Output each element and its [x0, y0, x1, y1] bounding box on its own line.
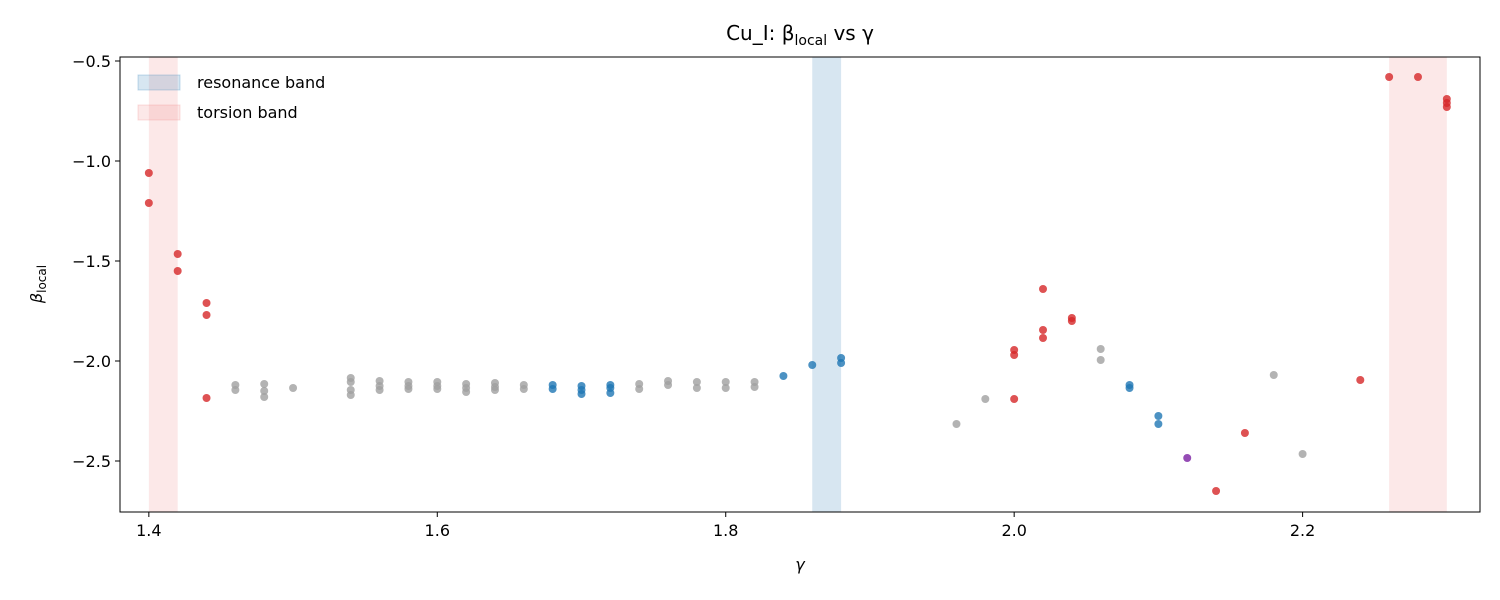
point: [404, 385, 413, 393]
point: [144, 199, 153, 207]
point: [981, 395, 990, 403]
point: [144, 169, 153, 177]
point: [1413, 73, 1422, 81]
y-tick-label: −1.0: [72, 152, 111, 171]
ylabel-part: β: [27, 293, 46, 304]
title-part: vs γ: [827, 21, 874, 45]
ylabel-sub: local: [35, 265, 49, 293]
point: [1356, 376, 1365, 384]
point: [375, 386, 384, 394]
point: [664, 381, 673, 389]
point: [462, 388, 471, 396]
point: [346, 378, 355, 386]
x-tick-label: 2.0: [1001, 521, 1026, 540]
point: [1154, 420, 1163, 428]
point: [202, 299, 211, 307]
point: [779, 372, 788, 380]
point: [490, 386, 499, 394]
point: [1212, 487, 1221, 495]
point: [289, 384, 298, 392]
point: [1039, 334, 1048, 342]
x-tick-label: 1.8: [713, 521, 738, 540]
axes-frame: [119, 56, 1481, 513]
y-tick-label: −2.5: [72, 452, 111, 471]
point: [260, 393, 269, 401]
point: [692, 384, 701, 392]
point: [952, 420, 961, 428]
point: [577, 390, 586, 398]
x-axis-label: γ: [795, 555, 806, 574]
point: [1039, 326, 1048, 334]
point: [548, 385, 557, 393]
point: [1096, 345, 1105, 353]
band: [812, 57, 842, 512]
chart-title: Cu_I: βlocal vs γ: [726, 21, 874, 49]
point: [260, 380, 269, 388]
point: [692, 378, 701, 386]
x-tick-label: 1.6: [425, 521, 450, 540]
point: [606, 389, 615, 397]
point: [635, 385, 644, 393]
legend-label: torsion band: [197, 103, 298, 122]
point: [750, 383, 759, 391]
point: [202, 394, 211, 402]
y-tick-label: −2.0: [72, 352, 111, 371]
point: [1039, 285, 1048, 293]
point: [1385, 73, 1394, 81]
point: [1125, 384, 1134, 392]
point: [1154, 412, 1163, 420]
title-sub: local: [794, 33, 827, 49]
x-tick-label: 1.4: [136, 521, 161, 540]
point: [519, 385, 528, 393]
point: [173, 267, 182, 275]
y-axis-label: βlocal: [27, 265, 49, 304]
title-part: Cu_I: β: [726, 21, 794, 45]
point: [837, 359, 846, 367]
point: [173, 250, 182, 258]
point: [808, 361, 817, 369]
point: [346, 391, 355, 399]
legend-swatch: [137, 104, 181, 121]
y-tick-label: −1.5: [72, 252, 111, 271]
legend-swatch: [137, 74, 181, 91]
point: [1240, 429, 1249, 437]
band: [1389, 57, 1447, 512]
point: [1442, 103, 1451, 111]
point: [1298, 450, 1307, 458]
point: [231, 386, 240, 394]
point: [1010, 351, 1019, 359]
point: [721, 378, 730, 386]
point: [1067, 317, 1076, 325]
point: [1269, 371, 1278, 379]
point: [1010, 395, 1019, 403]
point: [202, 311, 211, 319]
legend-label: resonance band: [197, 73, 325, 92]
x-tick-label: 2.2: [1290, 521, 1315, 540]
band: [148, 57, 178, 512]
point: [1183, 454, 1192, 462]
point: [721, 384, 730, 392]
point: [260, 387, 269, 395]
point: [433, 385, 442, 393]
y-tick-label: −0.5: [72, 52, 111, 71]
point: [1096, 356, 1105, 364]
